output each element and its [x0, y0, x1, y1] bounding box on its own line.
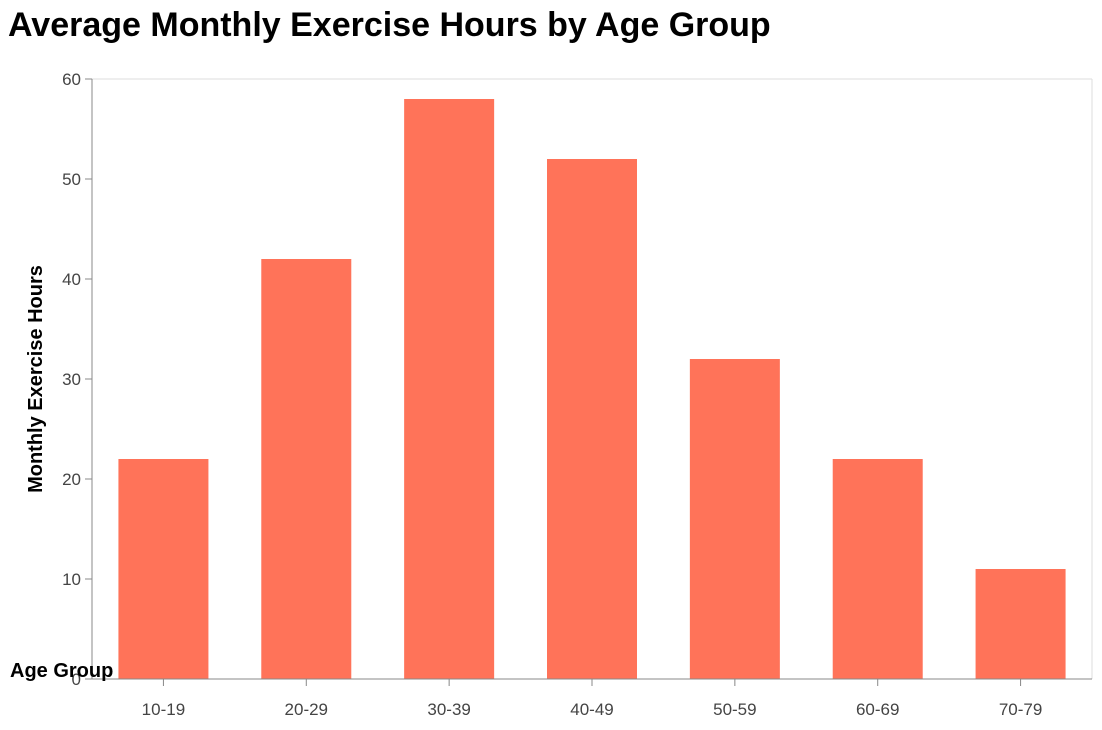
bar-20-29: [261, 259, 352, 679]
y-axis-title: Monthly Exercise Hours: [25, 265, 47, 493]
y-axis: 0 10 20 30 40 50 60: [62, 70, 93, 689]
y-tick-label: 40: [62, 270, 81, 289]
x-tick-label: 60-69: [856, 700, 899, 719]
y-tick-label: 0: [72, 670, 81, 689]
bars-group: [118, 99, 1066, 679]
x-axis: 10-19 20-29 30-39 40-49 50-59 60-69 70-79: [92, 678, 1092, 719]
bar-10-19: [118, 459, 209, 679]
y-tick-label: 60: [62, 70, 81, 89]
x-tick-label: 70-79: [999, 700, 1042, 719]
x-axis-title: Age Group: [10, 660, 113, 682]
x-tick-label: 50-59: [713, 700, 756, 719]
chart-title: Average Monthly Exercise Hours by Age Gr…: [8, 6, 771, 44]
x-tick-label: 20-29: [285, 700, 328, 719]
x-tick-label: 10-19: [142, 700, 185, 719]
bar-60-69: [832, 459, 923, 679]
bar-40-49: [547, 159, 637, 679]
bar-70-79: [975, 569, 1066, 679]
bar-50-59: [689, 359, 780, 679]
y-tick-label: 30: [62, 370, 81, 389]
bar-30-39: [404, 99, 495, 679]
y-tick-label: 10: [62, 570, 81, 589]
x-tick-label: 30-39: [427, 700, 470, 719]
y-tick-label: 50: [62, 170, 81, 189]
x-tick-label: 40-49: [570, 700, 613, 719]
y-tick-label: 20: [62, 470, 81, 489]
plot-frame: [92, 78, 1093, 679]
